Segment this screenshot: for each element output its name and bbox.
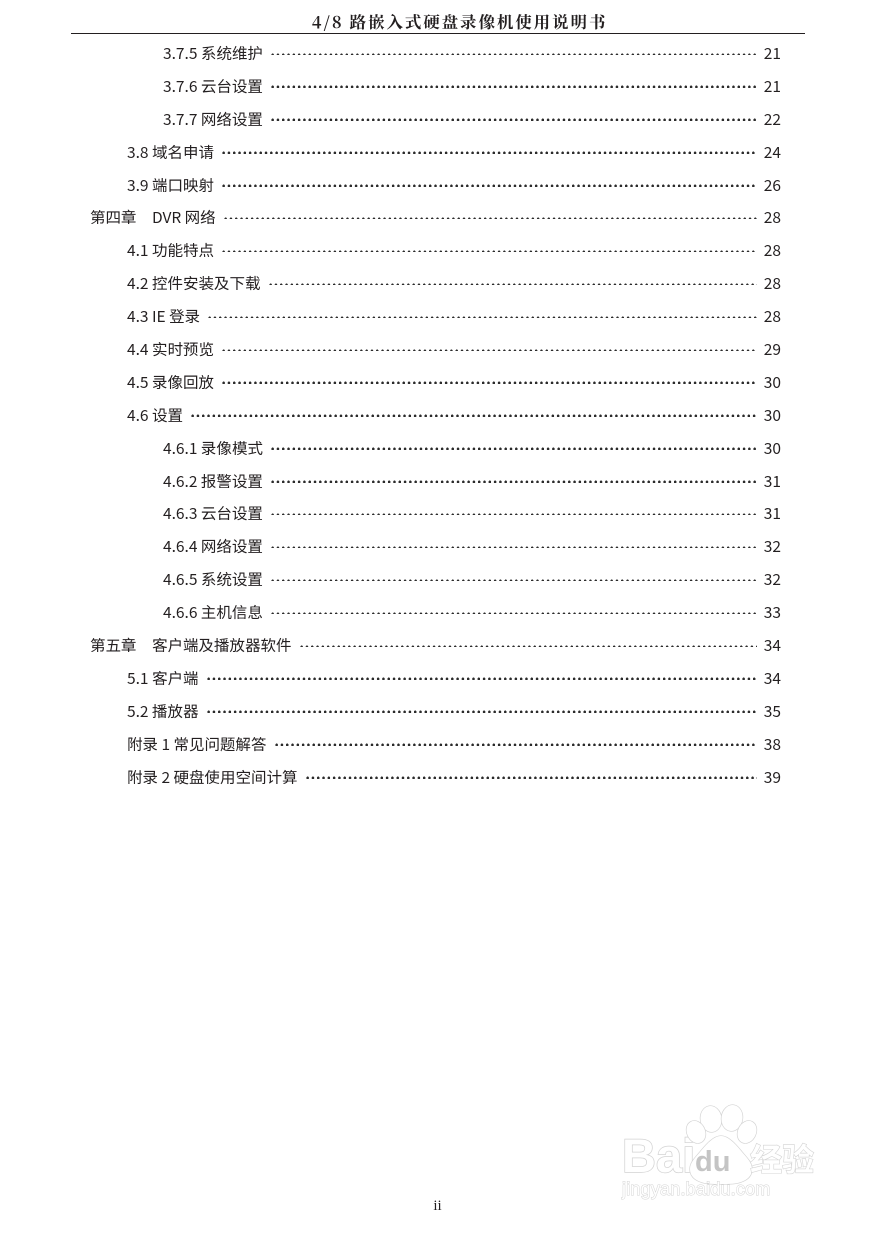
svg-text:经验: 经验 (750, 1135, 814, 1181)
svg-text:du: du (695, 1146, 730, 1178)
svg-text:jingyan.baidu.com: jingyan.baidu.com (621, 1179, 771, 1199)
svg-text:Bai: Bai (622, 1129, 695, 1182)
